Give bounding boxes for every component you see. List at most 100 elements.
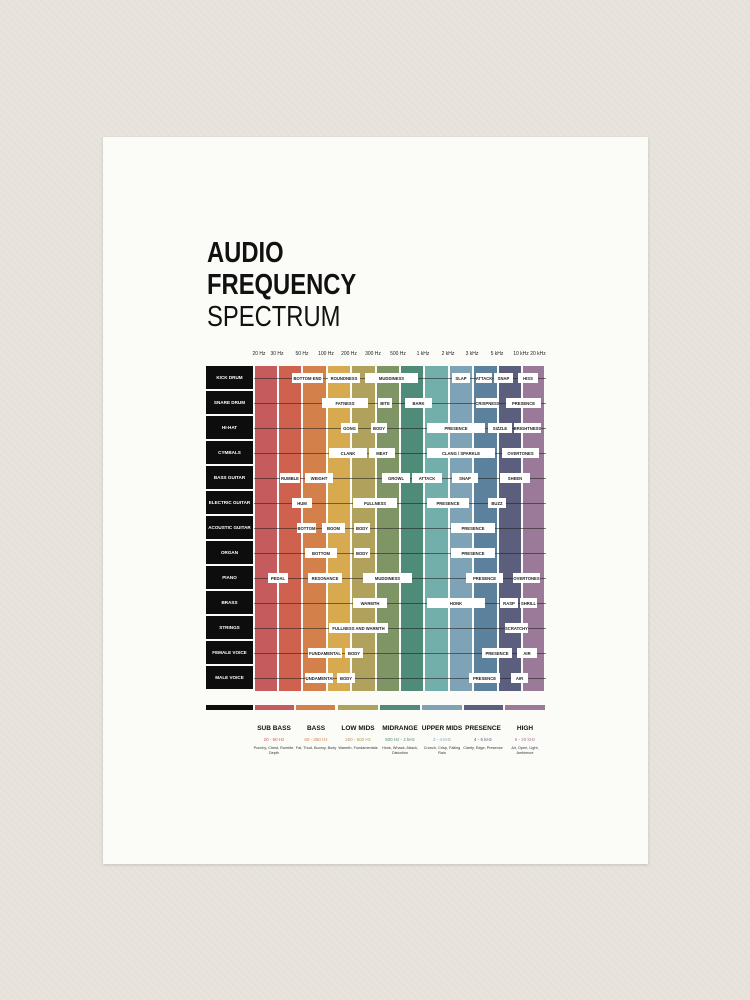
instrument-label: ACOUSTIC GUITAR bbox=[206, 516, 253, 539]
frequency-label: 5 kHz bbox=[490, 351, 504, 357]
frequency-tag: RUMBLE bbox=[280, 473, 300, 483]
frequency-tag: BODY bbox=[354, 523, 370, 533]
frequency-tag: BODY bbox=[345, 648, 363, 658]
frequency-label: 100 Hz bbox=[318, 351, 334, 357]
title-line-2: FREQUENCY bbox=[207, 269, 357, 301]
instrument-label: ELECTRIC GUITAR bbox=[206, 491, 253, 514]
frequency-tag: RASP bbox=[500, 598, 518, 608]
frequency-label: 20 Hz bbox=[252, 351, 266, 357]
title-line-3: SPECTRUM bbox=[207, 301, 341, 333]
frequency-label: 500 Hz bbox=[390, 351, 406, 357]
range-frequency: 2 - 4 kHz bbox=[432, 737, 451, 742]
frequency-tag: ROUNDNESS bbox=[328, 373, 360, 383]
range-description: Fat, Thud, Boomy, Body bbox=[295, 746, 337, 750]
frequency-label: 50 Hz bbox=[295, 351, 309, 357]
frequency-label: 3 kHz bbox=[465, 351, 479, 357]
range-description: Punchy, Chest, Rumble, Depth bbox=[253, 746, 295, 755]
frequency-tag: BODY bbox=[354, 548, 370, 558]
frequency-tag: PRESENCE bbox=[451, 523, 495, 533]
row-guide-line bbox=[254, 628, 546, 629]
frequency-tag: BITE bbox=[378, 398, 392, 408]
range-midrange: MIDRANGE 500 Hz - 2 kHz Honk, Whack, Attac… bbox=[379, 725, 421, 756]
instrument-label: BASS GUITAR bbox=[206, 466, 253, 489]
frequency-tag: HISS bbox=[518, 373, 538, 383]
range-description: Crunch, Crisp, Falling Rain bbox=[423, 746, 461, 755]
frequency-tag: PRESENCE bbox=[469, 673, 500, 683]
poster: AUDIO FREQUENCY SPECTRUM 20 Hz 30 Hz 50 Hz… bbox=[103, 137, 648, 864]
frequency-tag: CRISPNESS bbox=[476, 398, 499, 408]
frequency-tag: PRESENCE bbox=[482, 648, 512, 658]
legend-color-bar bbox=[296, 705, 335, 710]
legend-color-bar bbox=[380, 705, 420, 710]
frequency-tag: SNAP bbox=[452, 473, 478, 483]
frequency-tag: PRESENCE bbox=[451, 548, 495, 558]
frequency-tag: SIZZLE bbox=[488, 423, 512, 433]
frequency-tag: SLAP bbox=[452, 373, 470, 383]
frequency-tag: FUNDAMENTAL bbox=[305, 673, 333, 683]
instrument-label: MALE VOICE bbox=[206, 666, 253, 689]
row-guide-line bbox=[254, 428, 546, 429]
frequency-tag: PEDAL bbox=[268, 573, 288, 583]
frequency-tag: PRESENCE bbox=[427, 498, 469, 508]
legend-color-bar bbox=[422, 705, 462, 710]
frequency-tag: HONK bbox=[427, 598, 485, 608]
instrument-label: CYMBALS bbox=[206, 441, 253, 464]
range-description: Air, Open, Light, Ambience bbox=[511, 746, 539, 755]
range-frequency: 60 - 250 Hz bbox=[304, 737, 328, 742]
instrument-label: BRASS bbox=[206, 591, 253, 614]
frequency-tag: HUM bbox=[292, 498, 312, 508]
row-guide-line bbox=[254, 403, 546, 404]
range-presence: PRESENCE 4 - 6 kHz Clarity, Edge, Presence bbox=[462, 725, 504, 751]
frequency-label: 300 Hz bbox=[365, 351, 381, 357]
range-name: SUB BASS bbox=[257, 725, 291, 732]
frequency-tag: BOTTOM bbox=[305, 548, 337, 558]
frequency-tag: SCRATCHY bbox=[505, 623, 528, 633]
frequency-tag: PRESENCE bbox=[466, 573, 503, 583]
range-description: Clarity, Edge, Presence bbox=[463, 746, 503, 750]
frequency-tag: MEAT bbox=[369, 448, 395, 458]
frequency-tag: BARK bbox=[405, 398, 432, 408]
range-description: Honk, Whack, Attack, Distortion bbox=[381, 746, 419, 755]
frequency-tag: FULLNESS bbox=[353, 498, 397, 508]
frequency-tag: FUNDAMENTAL bbox=[308, 648, 342, 658]
frequency-tag: PRESENCE bbox=[506, 398, 541, 408]
frequency-tag: GONG bbox=[341, 423, 358, 433]
instrument-label: KICK DRUM bbox=[206, 366, 253, 389]
range-description: Warmth, Fundamentals bbox=[338, 746, 378, 750]
frequency-tag: CLANK bbox=[329, 448, 367, 458]
range-bass: BASS 60 - 250 Hz Fat, Thud, Boomy, Body bbox=[295, 725, 337, 751]
frequency-tag: BOOM bbox=[322, 523, 345, 533]
frequency-tag: WEIGHT bbox=[305, 473, 333, 483]
range-frequency: 250 - 500 Hz bbox=[345, 737, 371, 742]
row-guide-line bbox=[254, 653, 546, 654]
frequency-tag: MUDDINESS bbox=[363, 573, 412, 583]
range-high: HIGH 6 - 20 kHz Air, Open, Light, Ambience bbox=[504, 725, 546, 756]
frequency-tag: BODY bbox=[371, 423, 387, 433]
range-low-mids: LOW MIDS 250 - 500 Hz Warmth, Fundamentals bbox=[337, 725, 379, 751]
row-guide-line bbox=[254, 503, 546, 504]
frequency-tag: ATTACK bbox=[412, 473, 442, 483]
frequency-tag: MUDDINESS bbox=[365, 373, 418, 383]
frequency-tag: GROWL bbox=[382, 473, 410, 483]
frequency-label: 1 kHz bbox=[416, 351, 430, 357]
frequency-tag: FATNESS bbox=[322, 398, 368, 408]
range-name: PRESENCE bbox=[465, 725, 501, 732]
frequency-label: 200 Hz bbox=[341, 351, 357, 357]
range-upper-mids: UPPER MIDS 2 - 4 kHz Crunch, Crisp, Fallin… bbox=[421, 725, 463, 756]
range-sub-bass: SUB BASS 20 - 60 Hz Punchy, Chest, Rumble,… bbox=[253, 725, 295, 756]
range-name: LOW MIDS bbox=[341, 725, 375, 732]
frequency-tag: SHRILL bbox=[520, 598, 537, 608]
instrument-label: SNARE DRUM bbox=[206, 391, 253, 414]
frequency-tag: BUZZ bbox=[488, 498, 506, 508]
frequency-tag: OVERTONES bbox=[513, 573, 540, 583]
range-frequency: 6 - 20 kHz bbox=[514, 737, 536, 742]
legend-color-bar bbox=[206, 705, 253, 710]
frequency-tag: WARMTH bbox=[353, 598, 387, 608]
frequency-tag: RESONANCE bbox=[308, 573, 342, 583]
title-line-1: AUDIO bbox=[207, 237, 284, 269]
frequency-tag: CLANG / SPARKLE bbox=[427, 448, 495, 458]
range-frequency: 20 - 60 Hz bbox=[263, 737, 285, 742]
frequency-tag: SHEEN bbox=[500, 473, 530, 483]
range-frequency: 4 - 6 kHz bbox=[473, 737, 492, 742]
frequency-label: 20 kHz bbox=[530, 351, 546, 357]
